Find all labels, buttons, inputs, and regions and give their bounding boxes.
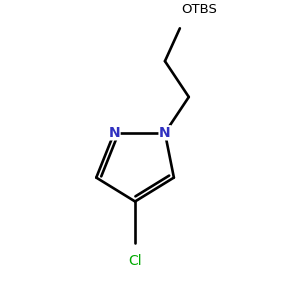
Text: Cl: Cl [128,254,142,268]
Text: OTBS: OTBS [181,3,217,16]
Text: N: N [108,126,120,140]
Text: N: N [159,126,171,140]
